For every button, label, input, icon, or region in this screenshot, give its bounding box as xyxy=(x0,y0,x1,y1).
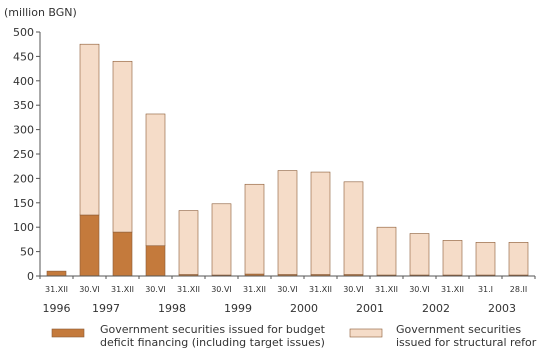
y-tick-label: 450 xyxy=(13,50,34,63)
year-label: 1997 xyxy=(92,302,120,315)
bar-structural-reform xyxy=(277,170,298,275)
y-tick-label: 50 xyxy=(20,246,34,259)
bar-structural-reform xyxy=(409,233,430,276)
x-tick-label: 31.XII xyxy=(177,285,200,294)
legend-label-line: issued for structural reform xyxy=(396,336,537,349)
y-tick-label: 150 xyxy=(13,197,34,210)
bar-structural-reform xyxy=(79,43,100,216)
y-tick-label: 400 xyxy=(13,75,34,88)
legend-label: Government securities issued for structur… xyxy=(396,323,537,349)
bar-budget-deficit xyxy=(46,270,67,277)
x-tick-label: 31.XII xyxy=(45,285,68,294)
year-label: 1999 xyxy=(224,302,252,315)
y-tick-label: 250 xyxy=(13,148,34,161)
x-tick-label: 30.VI xyxy=(79,285,100,294)
x-tick-label: 30.VI xyxy=(277,285,298,294)
y-tick-label: 100 xyxy=(13,221,34,234)
x-tick-label: 30.VI xyxy=(211,285,232,294)
x-tick-label: 30.VI xyxy=(409,285,430,294)
y-tick-label: 200 xyxy=(13,172,34,185)
bar-structural-reform xyxy=(508,242,529,276)
bar-structural-reform xyxy=(376,226,397,276)
year-label: 2000 xyxy=(290,302,318,315)
bar-structural-reform xyxy=(442,240,463,276)
legend-label-line: Government securities issued for budget xyxy=(100,323,326,336)
bar-structural-reform xyxy=(211,203,232,276)
bars xyxy=(46,43,529,277)
x-tick-label: 31.I xyxy=(478,285,493,294)
legend-swatch xyxy=(51,328,85,338)
y-axis-label: (million BGN) xyxy=(4,6,77,19)
y-axis: 0 50 100 150 200 250 300 350 400 450 500 xyxy=(13,26,41,283)
y-tick-label: 350 xyxy=(13,99,34,112)
year-label: 2001 xyxy=(356,302,384,315)
bar-structural-reform xyxy=(178,210,199,275)
y-tick-label: 300 xyxy=(13,124,34,137)
legend-label-line: Government securities xyxy=(396,323,521,336)
legend-label: Government securities issued for budget d… xyxy=(100,323,326,349)
legend-swatch xyxy=(349,328,383,338)
x-tick-label: 31.XII xyxy=(375,285,398,294)
year-label: 1998 xyxy=(158,302,186,315)
x-tick-label: 31.XII xyxy=(111,285,134,294)
bar-budget-deficit xyxy=(79,214,100,277)
x-tick-label: 31.XII xyxy=(243,285,266,294)
y-tick-label: 0 xyxy=(27,270,34,283)
bar-structural-reform xyxy=(343,181,364,275)
y-tick-label: 500 xyxy=(13,26,34,39)
x-tick-label: 30.VI xyxy=(145,285,166,294)
x-axis: 31.XII 30.VI 31.XII 30.VI 31.XII 30.VI 31.XII 3… xyxy=(39,275,536,315)
legend-label-line: deficit financing (including target issu… xyxy=(100,336,325,349)
year-label: 2002 xyxy=(422,302,450,315)
x-tick-label: 30.VI xyxy=(343,285,364,294)
x-tick-label: 31.XII xyxy=(441,285,464,294)
year-label: 2003 xyxy=(488,302,516,315)
x-tick-label: 31.XII xyxy=(309,285,332,294)
bar-structural-reform xyxy=(145,113,166,247)
x-tick-label: 28.II xyxy=(510,285,527,294)
bar-structural-reform xyxy=(475,242,496,276)
legend: Government securities issued for budget d… xyxy=(51,323,537,349)
bar-budget-deficit xyxy=(145,245,166,277)
bar-structural-reform xyxy=(310,171,331,275)
bar-structural-reform xyxy=(244,183,265,275)
bar-budget-deficit xyxy=(112,231,133,277)
year-label: 1996 xyxy=(43,302,71,315)
bar-structural-reform xyxy=(112,60,133,233)
